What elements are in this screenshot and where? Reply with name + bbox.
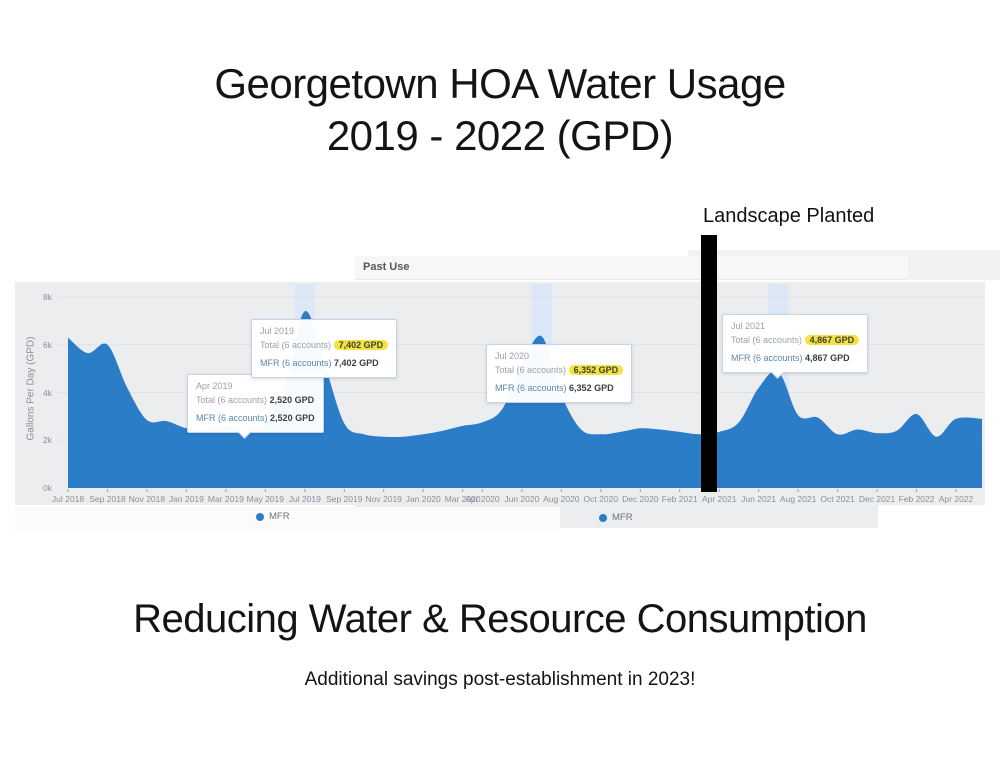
tooltip-total-value-highlighted: 6,352 GPD [568,364,624,375]
tooltip-mfr-value: 6,352 GPD [569,383,614,393]
tooltip-month: Jul 2021 [731,321,766,331]
tooltip-apr-2019: Apr 2019 Total (6 accounts) 2,520 GPD MF… [187,374,324,439]
tooltip-mfr-label: MFR (6 accounts) [731,353,803,363]
legend-label: MFR [269,511,290,522]
tooltip-mfr-value: 2,520 GPD [270,413,315,423]
x-axis-label: Apr 2022 [938,494,974,504]
y-axis-label: 8k [43,292,52,302]
y-axis-label: 6k [43,339,52,350]
legend-label: MFR [612,512,633,523]
x-axis-label: Sep 2019 [326,494,363,504]
x-axis-label: Sep 2018 [89,494,126,504]
headline: Reducing Water & Resource Consumption [133,597,867,641]
tooltip-month: Apr 2019 [196,381,233,391]
x-axis-label: Oct 2020 [583,494,619,504]
x-axis-label: Feb 2022 [898,494,935,504]
x-axis-label: Mar 2020 [444,494,481,504]
tooltip-total-value-highlighted: 7,402 GPD [333,339,389,350]
slide-title-line1: Georgetown HOA Water Usage [214,60,786,107]
tooltip-mfr-value: 7,402 GPD [334,358,379,368]
y-axis-label: 0k [43,483,52,493]
chart-legend-band-white [15,507,560,532]
x-axis-label: Oct 2021 [820,494,855,504]
tooltip-month: Jul 2020 [495,351,530,361]
tooltip-total-label: Total (6 accounts) [731,334,803,345]
slide-title-line2: 2019 - 2022 (GPD) [326,112,674,160]
tooltip-total-value-highlighted: 4,867 GPD [804,334,860,345]
x-axis-label: Jan 2019 [168,494,204,504]
x-axis-label: Mar 2019 [207,494,244,504]
x-axis-label: Apr 2020 [465,494,500,504]
x-axis-label: Dec 2020 [622,494,659,504]
x-axis-label: Jan 2020 [405,494,441,504]
x-axis-label: Nov 2018 [128,494,166,504]
x-axis-label: Jun 2021 [741,494,777,504]
tooltip-month: Jul 2019 [260,326,295,336]
y-axis-label: 2k [43,435,52,446]
tooltip-mfr-label: MFR (6 accounts) [260,358,332,368]
tooltip-mfr-label: MFR (6 accounts) [196,413,268,423]
tooltip-total-label: Total (6 accounts) [196,394,268,405]
x-axis-label: Jul 2019 [288,494,321,504]
tab-past-use[interactable]: Past Use [355,256,908,280]
y-axis-label: 4k [43,387,52,398]
slide-title: Georgetown HOA Water Usage 2019 - 2022 (… [0,58,1000,162]
subheadline: Additional savings post-establishment in… [304,669,696,690]
tab-past-use-label: Past Use [363,261,410,273]
tooltip-total-label: Total (6 accounts) [495,364,567,375]
tooltip-total-value: 2,520 GPD [269,394,315,405]
tooltip-jul-2019: Jul 2019 Total (6 accounts) 7,402 GPD MF… [251,319,398,378]
legend-dot-icon [256,512,264,521]
legend-item-mfr[interactable]: MFR [256,511,290,522]
landscape-planted-label: Landscape Planted [703,205,875,227]
x-axis-label: Jun 2020 [504,494,540,504]
legend-dot-icon [599,513,607,522]
tooltip-jul-2021: Jul 2021 Total (6 accounts) 4,867 GPD MF… [722,314,869,379]
x-axis-label: Aug 2020 [543,494,580,504]
x-axis-label: Feb 2021 [661,494,698,504]
x-axis-label: Aug 2021 [779,494,817,504]
tooltip-mfr-value: 4,867 GPD [805,353,850,363]
tooltip-mfr-label: MFR (6 accounts) [495,383,567,393]
x-axis-label: Jul 2018 [51,494,85,504]
landscape-planted-marker-bar [701,235,717,492]
x-axis-labels: Jul 2018 Sep 2018 Nov 2018 Jan 2019 Mar 2019… [0,494,1000,506]
tooltip-total-label: Total (6 accounts) [260,339,332,350]
x-axis-label: Dec 2021 [858,494,896,504]
tooltip-jul-2020: Jul 2020 Total (6 accounts) 6,352 GPD MF… [486,344,633,403]
legend-item-mfr[interactable]: MFR [599,512,633,523]
y-axis-labels: 0k 2k 4k 6k 8k [26,0,52,505]
x-axis-label: Nov 2019 [365,494,402,504]
x-axis-label: May 2019 [246,494,284,504]
x-axis-label: Apr 2021 [701,494,737,504]
